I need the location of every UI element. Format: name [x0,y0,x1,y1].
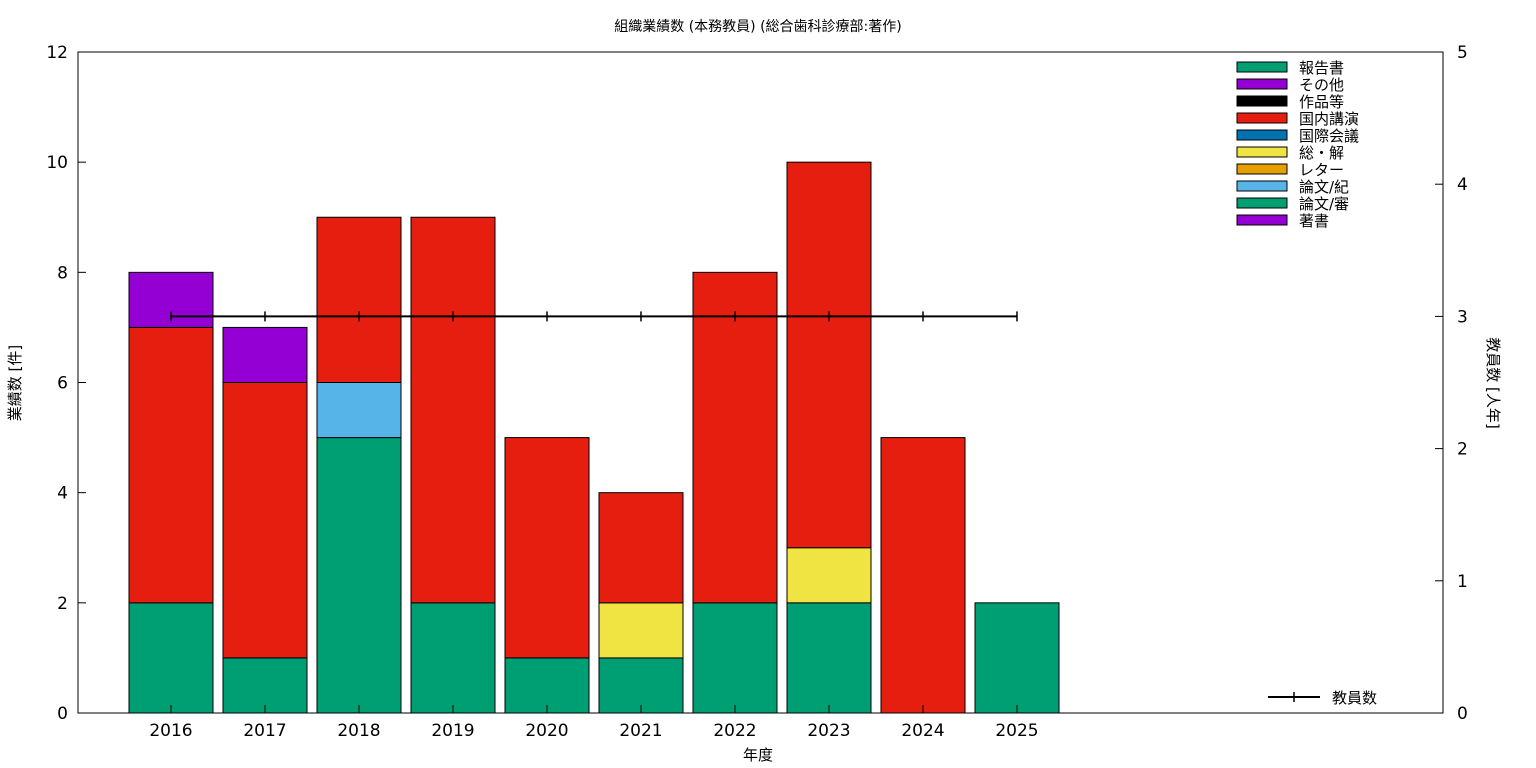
y-tick-label: 0 [57,704,68,724]
y2-axis-label: 教員数 [人年] [1484,337,1502,428]
bar-segment [692,602,778,714]
y-tick-label: 6 [57,374,68,394]
bar-segment [410,602,496,714]
legend-label: 報告書 [1299,59,1344,77]
legend-swatch [1236,180,1288,192]
y-tick-label: 10 [46,153,68,173]
legend-swatch [1236,112,1288,124]
x-tick-label: 2017 [243,721,286,741]
legend-swatch [1236,197,1288,209]
y-tick-label: 4 [57,484,68,504]
bar-segment [222,326,308,383]
bar-segment [504,437,590,659]
y-axis-label: 業績数 [件] [6,345,24,421]
y-tick-label: 2 [57,594,68,614]
x-tick-label: 2022 [713,721,756,741]
bar-segment [410,216,496,604]
bar-segment [598,492,684,604]
y2-tick-label: 1 [1457,572,1468,592]
y2-tick-label: 4 [1457,175,1468,195]
bar-segment [598,602,684,659]
legend-swatch [1236,78,1288,90]
bar-segment [222,657,308,714]
x-tick-label: 2018 [337,721,380,741]
bar-segment [692,271,778,604]
bars-layer [128,161,1060,714]
legend-swatch [1236,146,1288,158]
x-tick-label: 2024 [901,721,944,741]
bar-segment [128,326,214,604]
bar-segment [316,382,402,439]
legend-label: その他 [1299,76,1344,94]
y2-tick-label: 0 [1457,704,1468,724]
legend-label: 総・解 [1299,144,1344,162]
bar-segment [880,437,966,714]
legend-swatch [1236,214,1288,226]
y2-tick-label: 2 [1457,440,1468,460]
x-tick-label: 2016 [149,721,192,741]
legend-label: 作品等 [1299,93,1344,111]
x-axis-label: 年度 [743,746,773,764]
legend-label: 国内講演 [1299,110,1359,128]
x-tick-label: 2019 [431,721,474,741]
x-tick-label: 2021 [619,721,662,741]
bar-segment [222,382,308,659]
bar-segment [316,216,402,383]
legend-swatch [1236,95,1288,107]
line-layer [170,311,1018,322]
legend-label: 国際会議 [1299,127,1359,145]
bar-segment [504,657,590,714]
bar-segment [316,437,402,714]
legend-label: 著書 [1299,212,1329,230]
x-tick-label: 2025 [995,721,1038,741]
bar-segment [128,602,214,714]
chart-title: 組織業績数 (本務教員) (総合歯科診療部:著作) [614,18,901,35]
legend-swatch [1236,163,1288,175]
x-tick-label: 2023 [807,721,850,741]
legend-label: 論文/紀 [1299,178,1349,196]
legend-label: 論文/審 [1299,195,1349,213]
y-tick-label: 12 [46,43,68,63]
legend-swatch [1236,129,1288,141]
legend-label: レター [1299,161,1344,179]
legend-label: 教員数 [1332,689,1377,707]
bar-segment [974,602,1060,714]
y2-tick-label: 5 [1457,43,1468,63]
bar-segment [786,602,872,714]
bar-segment [598,657,684,714]
bar-segment [786,161,872,549]
y2-tick-label: 3 [1457,307,1468,327]
bar-segment [786,547,872,604]
y-tick-label: 8 [57,263,68,283]
x-tick-label: 2020 [525,721,568,741]
legend-swatch [1236,61,1288,73]
